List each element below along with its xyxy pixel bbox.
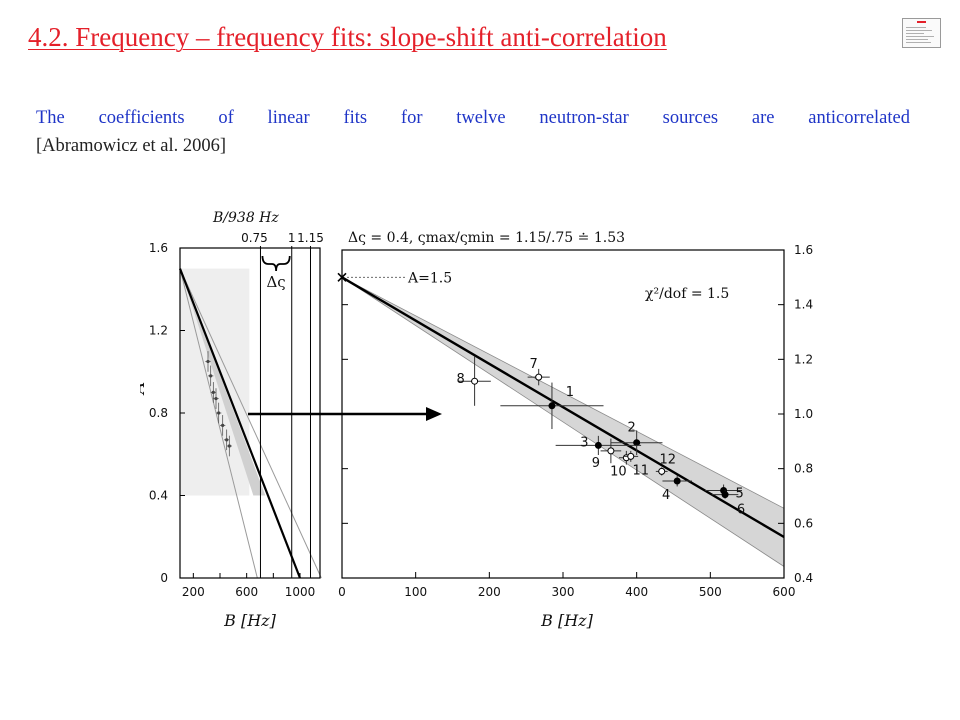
data-point [673,477,681,485]
left-ytick-label: 0.4 [149,489,168,503]
point-label: 7 [530,357,538,372]
left-fit-line [178,268,302,579]
left-point [214,396,218,401]
left-ytick-label: 1.2 [149,324,168,338]
right-xtick-label: 500 [699,585,722,599]
left-point [227,444,231,448]
top-tick-label: 1.15 [297,231,324,245]
right-ytick-label: 0.6 [794,516,813,530]
left-point [209,374,213,378]
right-ytick-label: 0.8 [794,462,813,476]
point-label: 3 [580,435,588,450]
data-point [607,447,615,455]
bracket-icon [261,255,291,272]
intro-line-1: The coefficients of linear fits for twel… [36,108,910,128]
left-xtick-label: 200 [182,585,205,599]
band-upper-edge [341,276,785,509]
point-label: 1 [566,385,574,400]
right-header: Δς = 0.4, ςmax/ςmin = 1.15/.75 ≐ 1.53 [348,230,625,246]
fit-line [341,276,785,539]
top-axis-label: B/938 Hz [212,210,279,226]
top-tick-label: 1 [288,231,296,245]
right-ytick-label: 1.4 [794,298,813,312]
left-ylabel: A [140,382,149,396]
right-xtick-label: 600 [773,585,796,599]
right-xlabel: B [Hz] [540,611,593,630]
left-ytick-label: 1.6 [149,241,168,255]
data-point [471,377,479,385]
citation: [Abramowicz et al. 2006] [36,136,227,156]
left-band-edge-upper [179,268,322,579]
right-xtick-label: 400 [625,585,648,599]
point-label: 9 [592,456,600,471]
right-ytick-label: 1.2 [794,352,813,366]
data-point [658,467,666,475]
point-label: 2 [628,421,636,436]
point-label: 11 [632,463,649,478]
slide-title: 4.2. Frequency – frequency fits: slope-s… [28,22,667,52]
anchor-label: A=1.5 [407,270,452,286]
left-point [217,411,221,415]
band-lower-edge [341,276,785,567]
left-point [225,438,229,442]
right-ytick-label: 1.6 [794,243,813,257]
left-ytick-label: 0 [160,571,168,585]
left-shaded-region [180,268,250,496]
left-xtick-label: 600 [235,585,258,599]
point-label: 8 [456,372,464,387]
right-xtick-label: 200 [478,585,501,599]
right-ytick-label: 1.0 [794,407,813,421]
left-xtick-label: 1000 [285,585,316,599]
arrow-head-icon [426,407,442,421]
slide-thumbnail-icon [902,18,941,48]
point-label: 10 [610,465,627,480]
right-ytick-label: 0.4 [794,571,813,585]
right-xtick-label: 100 [404,585,427,599]
point-label: 5 [735,487,743,502]
data-point [721,491,729,499]
data-point [535,373,543,381]
point-label: 6 [737,503,745,518]
left-point [221,423,225,427]
data-point [627,452,635,460]
bracket-label: Δς [266,273,285,291]
left-xlabel: B [Hz] [223,611,276,630]
intro-text: The coefficients of linear fits for twel… [36,104,910,160]
left-ytick-label: 0.8 [149,406,168,420]
data-point [594,441,602,449]
point-label: 12 [659,452,676,467]
left-point [206,359,210,364]
data-point [548,402,556,410]
point-label: 4 [662,488,670,503]
data-point [633,439,641,447]
top-tick-label: 0.75 [241,231,268,245]
right-xtick-label: 0 [338,585,346,599]
left-point [211,390,215,394]
right-xtick-label: 300 [552,585,575,599]
chi2-label: χ²/dof = 1.5 [645,286,729,302]
